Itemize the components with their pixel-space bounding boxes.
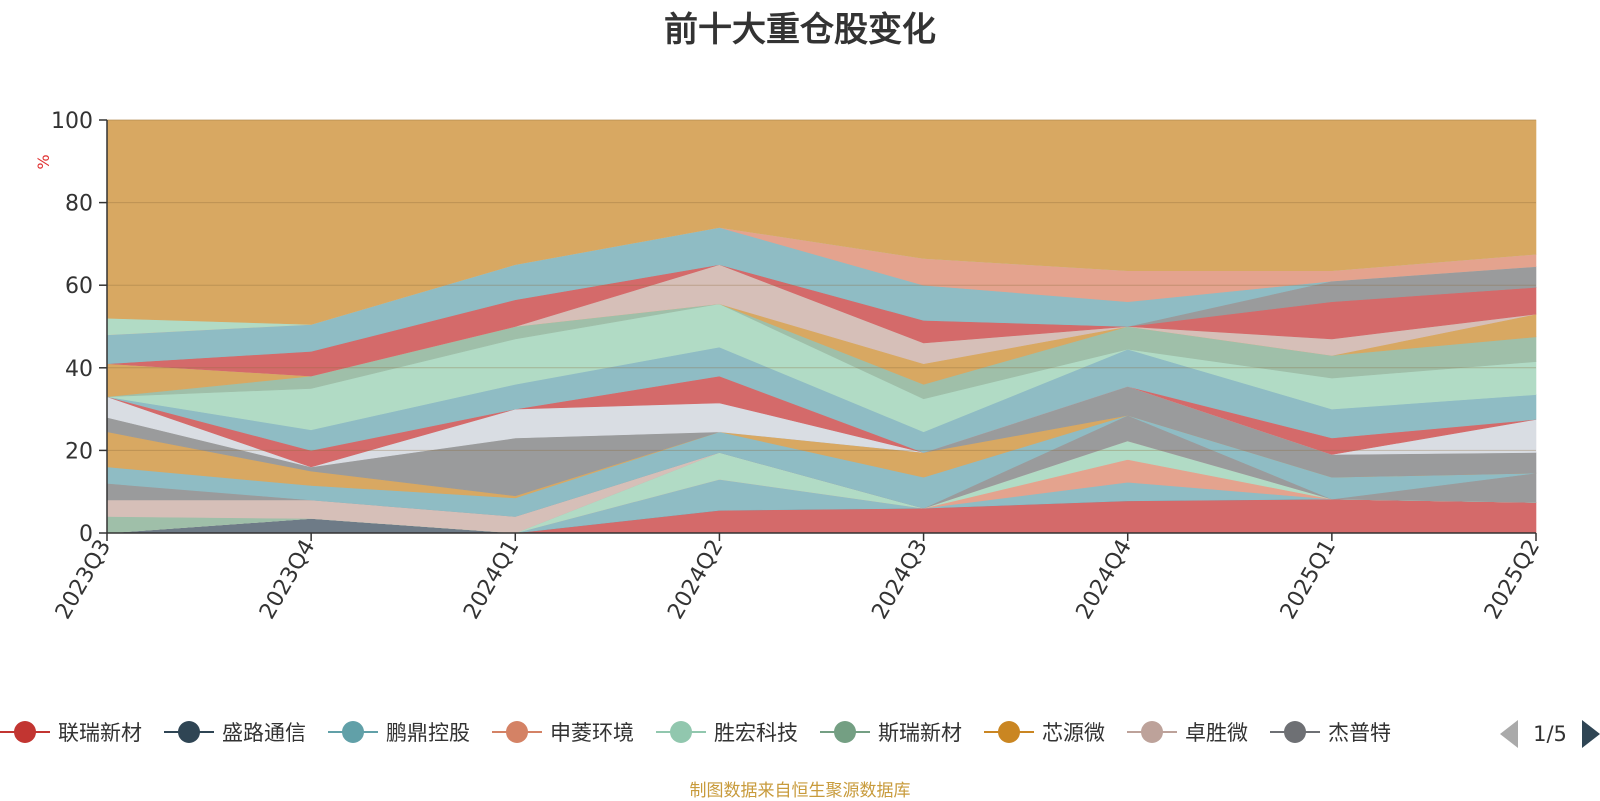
- legend-marker-icon: [1270, 720, 1320, 744]
- x-tick-label: 2024Q2: [663, 536, 728, 624]
- y-tick-label: 60: [65, 274, 93, 299]
- legend-item-label: 芯源微: [1042, 721, 1105, 745]
- y-tick-label: 40: [65, 357, 93, 382]
- legend-item-label: 卓胜微: [1185, 721, 1248, 745]
- data-source-note: 制图数据来自恒生聚源数据库: [689, 781, 911, 801]
- legend-marker-icon: [0, 720, 50, 744]
- legend-prev-arrow-icon[interactable]: [1500, 720, 1518, 748]
- legend-item-label: 胜宏科技: [714, 721, 798, 745]
- x-tick-label: 2023Q3: [51, 536, 116, 624]
- legend: 联瑞新材 盛路通信 鹏鼎控股 申菱环境 胜宏科技 斯瑞新材 芯源微 卓胜微 杰普特: [0, 712, 1480, 752]
- legend-marker-icon: [328, 720, 378, 744]
- y-tick-label: 100: [51, 109, 93, 134]
- legend-item-label: 斯瑞新材: [878, 721, 962, 745]
- x-tick-label: 2024Q1: [459, 536, 524, 624]
- legend-item[interactable]: 杰普特: [1270, 712, 1391, 752]
- legend-page-indicator: 1/5: [1533, 722, 1567, 746]
- x-tick-label: 2023Q4: [255, 536, 320, 624]
- legend-item[interactable]: 芯源微: [984, 712, 1105, 752]
- legend-item-label: 申菱环境: [550, 721, 634, 745]
- legend-marker-icon: [1127, 720, 1177, 744]
- legend-item-label: 杰普特: [1328, 721, 1391, 745]
- legend-item[interactable]: 申菱环境: [492, 712, 634, 752]
- legend-marker-icon: [164, 720, 214, 744]
- legend-item[interactable]: 盛路通信: [164, 712, 306, 752]
- area-band: [106, 119, 1537, 325]
- y-tick-label: 80: [65, 192, 93, 217]
- legend-pager: 1/5: [1500, 716, 1600, 752]
- legend-item[interactable]: 鹏鼎控股: [328, 712, 470, 752]
- legend-item[interactable]: 联瑞新材: [0, 712, 142, 752]
- stacked-area-chart: 0 20 40 60 80 100 2023Q3 2023Q4 2024Q1 2024Q2 2024…: [34, 109, 1545, 624]
- legend-item[interactable]: 胜宏科技: [656, 712, 798, 752]
- x-tick-label: 2024Q3: [867, 536, 932, 624]
- legend-item-label: 联瑞新材: [58, 721, 142, 745]
- x-tick-label: 2025Q1: [1276, 536, 1341, 624]
- legend-marker-icon: [656, 720, 706, 744]
- y-tick-label: 20: [65, 439, 93, 464]
- legend-item-label: 鹏鼎控股: [386, 721, 470, 745]
- legend-marker-icon: [984, 720, 1034, 744]
- chart-title: 前十大重仓股变化: [664, 10, 936, 50]
- legend-item-label: 盛路通信: [222, 721, 306, 745]
- legend-next-arrow-icon[interactable]: [1581, 720, 1600, 748]
- x-tick-label: 2025Q2: [1480, 536, 1545, 624]
- legend-item[interactable]: 斯瑞新材: [820, 712, 962, 752]
- y-tick-label: 0: [79, 522, 93, 547]
- y-axis-unit-label: %: [34, 154, 53, 169]
- legend-item[interactable]: 卓胜微: [1127, 712, 1248, 752]
- x-tick-label: 2024Q4: [1072, 536, 1137, 624]
- legend-marker-icon: [820, 720, 870, 744]
- legend-marker-icon: [492, 720, 542, 744]
